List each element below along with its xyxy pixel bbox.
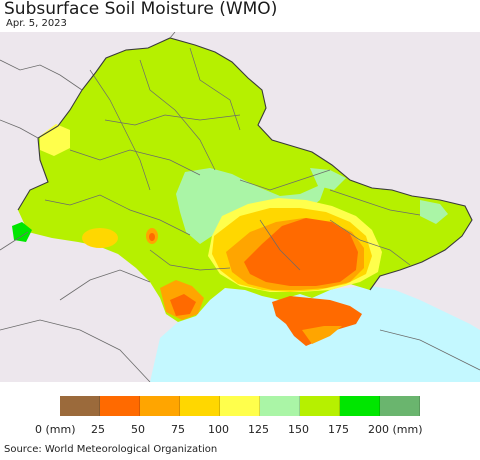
legend-swatch-0-25: [60, 396, 100, 416]
west-small-patch-yellow: [82, 228, 118, 248]
admin-boundaries: [44, 47, 421, 271]
legend-swatch-100-125: [220, 396, 260, 416]
southwest-coastal-core: [170, 294, 196, 316]
legend-tick-200: 200 (mm): [368, 423, 423, 436]
legend-swatch-50-75: [140, 396, 180, 416]
legend-swatch-200-plus: [380, 396, 420, 416]
legend-tick-100: 100: [208, 423, 229, 436]
map-title: Subsurface Soil Moisture (WMO): [4, 0, 278, 19]
crimea-south-coast: [302, 326, 342, 344]
legend-tick-75: 75: [171, 423, 185, 436]
crimea: [272, 296, 362, 346]
far-west-wet-patch: [12, 222, 32, 242]
country-border: [17, 37, 473, 291]
legend-swatch-175-200: [340, 396, 380, 416]
legend-tick-175: 175: [328, 423, 349, 436]
east-light-green-zone: [420, 200, 448, 224]
legend-tick-125: 125: [248, 423, 269, 436]
legend-swatch-150-175: [300, 396, 340, 416]
dry-core-zone: [244, 218, 358, 286]
legend-swatch-75-100: [180, 396, 220, 416]
legend-tick-25: 25: [91, 423, 105, 436]
soil-moisture-map: [0, 32, 480, 382]
legend-tick-150: 150: [288, 423, 309, 436]
legend-swatch-125-150: [260, 396, 300, 416]
legend-tick-0: 0 (mm): [35, 423, 76, 436]
neighbor-borders: [0, 32, 480, 382]
legend-swatch-25-50: [100, 396, 140, 416]
legend-tick-50: 50: [131, 423, 145, 436]
source-credit: Source: World Meteorological Organizatio…: [4, 444, 218, 455]
map-date: Apr. 5, 2023: [6, 18, 67, 29]
west-small-patch-core: [149, 233, 155, 241]
